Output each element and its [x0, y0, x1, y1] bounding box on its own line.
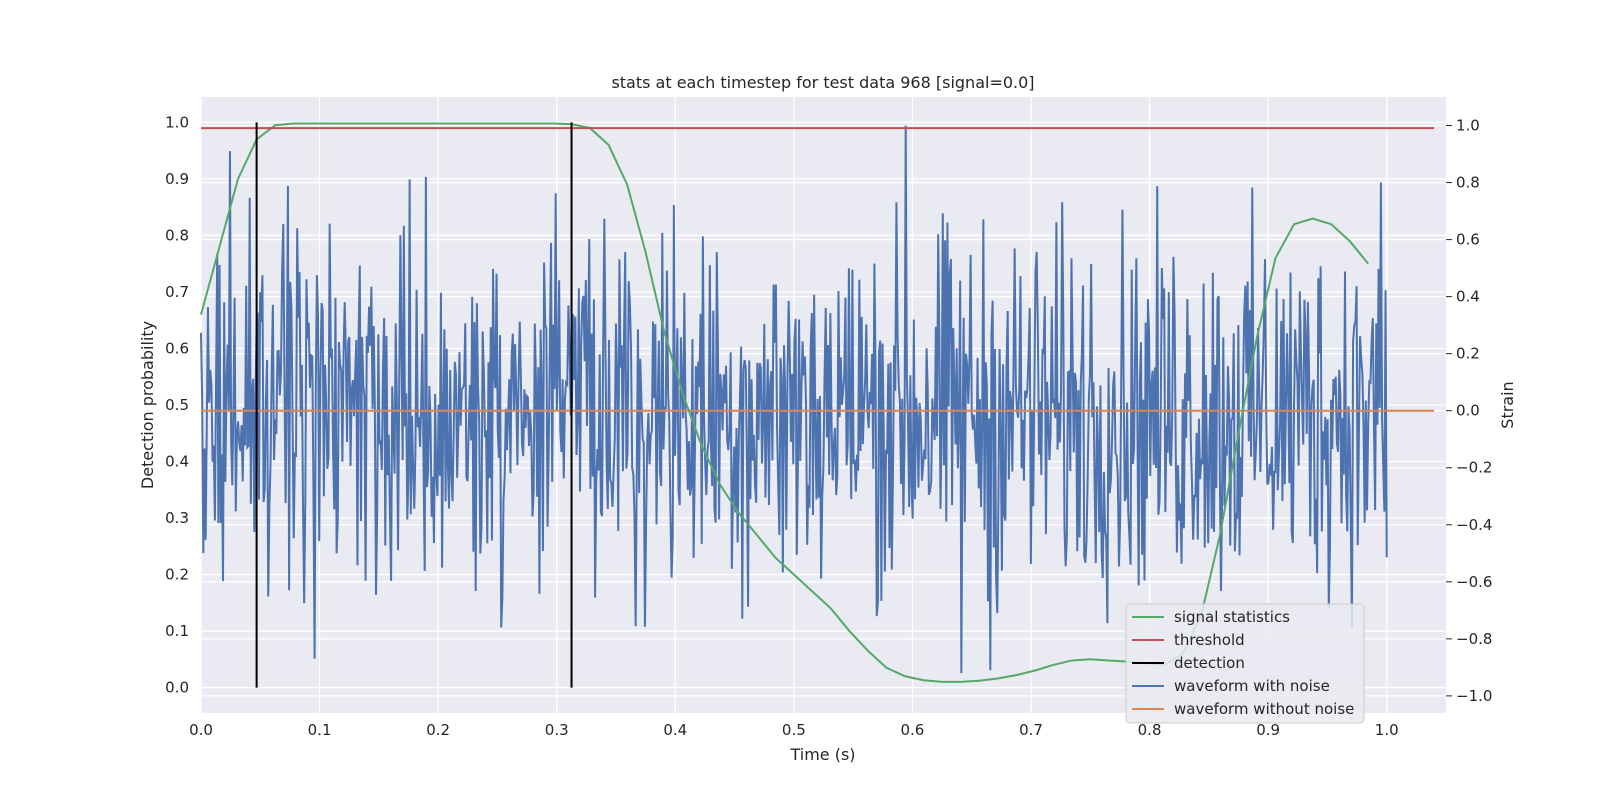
- x-axis-ticks: 0.0 0.1 0.2 0.3 0.4 0.5 0.6 0.7 0.8 0.9 1.0: [189, 721, 1399, 739]
- y-right-tick-label: 0.4: [1456, 288, 1480, 306]
- y-left-tick-label: 0.2: [165, 566, 189, 584]
- y-right-tick-label: −0.6: [1456, 573, 1492, 591]
- y-left-tick-label: 0.4: [165, 453, 189, 471]
- legend-label-signal-statistics: signal statistics: [1174, 608, 1290, 626]
- y-left-tick-label: 0.3: [165, 509, 189, 527]
- y-right-tick-label: 0.6: [1456, 231, 1480, 249]
- legend-box: [1125, 603, 1365, 724]
- y-left-tick-label: 0.9: [165, 170, 189, 188]
- series-waveform-with-noise: [200, 125, 1388, 674]
- y-right-tick-label: −0.2: [1456, 459, 1492, 477]
- x-tick-label: 0.6: [900, 721, 924, 739]
- y-right-tick-label: 1.0: [1456, 117, 1480, 135]
- x-tick-label: 0.5: [782, 721, 806, 739]
- y-left-tick-label: 1.0: [165, 113, 189, 131]
- x-tick-label: 0.7: [1019, 721, 1043, 739]
- x-tick-label: 1.0: [1375, 721, 1399, 739]
- x-tick-label: 0.4: [663, 721, 687, 739]
- right-y-axis-label: Strain: [1498, 381, 1517, 428]
- legend-label-threshold: threshold: [1174, 631, 1245, 649]
- right-y-axis-ticks: −1.0 −0.8 −0.6 −0.4 −0.2 0.0 0.2 0.4 0.6 0.8 1.0: [1446, 117, 1492, 705]
- y-left-tick-label: 0.1: [165, 622, 189, 640]
- legend-label-detection: detection: [1174, 654, 1245, 672]
- left-y-axis-ticks: 0.0 0.1 0.2 0.3 0.4 0.5 0.6 0.7 0.8 0.9 1.0: [165, 113, 189, 696]
- x-tick-label: 0.9: [1256, 721, 1280, 739]
- y-left-tick-label: 0.0: [165, 679, 189, 697]
- legend-label-waveform-with-noise: waveform with noise: [1174, 677, 1330, 695]
- y-left-tick-label: 0.5: [165, 396, 189, 414]
- y-right-tick-label: −0.8: [1456, 630, 1492, 648]
- y-right-tick-label: 0.2: [1456, 345, 1480, 363]
- y-right-tick-label: −1.0: [1456, 687, 1492, 705]
- x-axis-label: Time (s): [789, 745, 855, 764]
- y-left-tick-label: 0.6: [165, 339, 189, 357]
- y-left-tick-label: 0.8: [165, 226, 189, 244]
- series-layer: [200, 122, 1435, 688]
- legend: signal statistics threshold detection wa…: [1125, 603, 1365, 724]
- y-left-tick-label: 0.7: [165, 283, 189, 301]
- x-tick-label: 0.8: [1138, 721, 1162, 739]
- y-right-tick-label: 0.8: [1456, 174, 1480, 192]
- chart-title: stats at each timestep for test data 968…: [611, 73, 1034, 92]
- x-tick-label: 0.2: [426, 721, 450, 739]
- left-y-axis-label: Detection probability: [138, 321, 157, 489]
- legend-label-waveform-without-noise: waveform without noise: [1174, 700, 1354, 718]
- x-tick-label: 0.0: [189, 721, 213, 739]
- y-right-tick-label: 0.0: [1456, 402, 1480, 420]
- y-right-tick-label: −0.4: [1456, 516, 1492, 534]
- x-tick-label: 0.1: [308, 721, 332, 739]
- x-tick-label: 0.3: [545, 721, 569, 739]
